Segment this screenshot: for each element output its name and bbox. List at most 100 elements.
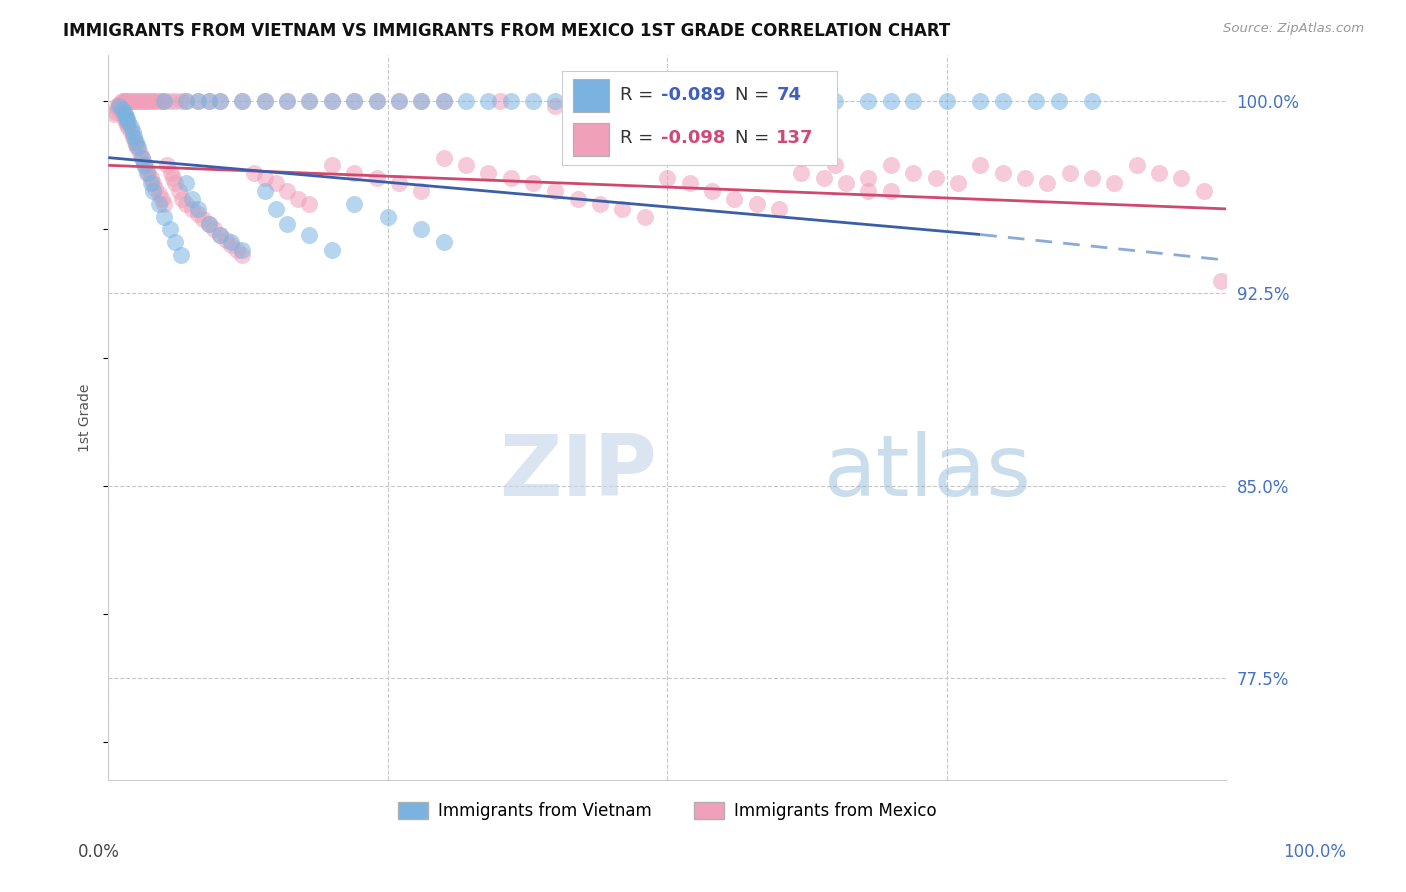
Point	[131, 151, 153, 165]
Point	[946, 176, 969, 190]
Point	[125, 137, 148, 152]
Point	[242, 166, 264, 180]
Text: 0.0%: 0.0%	[77, 843, 120, 861]
Point	[225, 243, 247, 257]
Point	[567, 192, 589, 206]
Point	[600, 95, 623, 109]
Point	[162, 171, 184, 186]
Point	[991, 166, 1014, 180]
Point	[634, 115, 657, 129]
Point	[433, 95, 456, 109]
Point	[366, 95, 388, 109]
Point	[477, 166, 499, 180]
Point	[131, 151, 153, 165]
Point	[132, 155, 155, 169]
Point	[253, 171, 276, 186]
Point	[433, 235, 456, 250]
Point	[117, 112, 139, 127]
Point	[1047, 95, 1070, 109]
Point	[321, 95, 343, 109]
Point	[231, 243, 253, 257]
Point	[231, 95, 253, 109]
Point	[120, 120, 142, 134]
Point	[176, 176, 198, 190]
Point	[127, 140, 149, 154]
Point	[156, 158, 179, 172]
Point	[143, 95, 166, 109]
Point	[880, 158, 903, 172]
Point	[143, 181, 166, 195]
Point	[142, 184, 165, 198]
Point	[824, 95, 846, 109]
Text: ZIP: ZIP	[499, 432, 657, 515]
Point	[700, 184, 723, 198]
Point	[110, 102, 132, 116]
Point	[935, 95, 957, 109]
Text: IMMIGRANTS FROM VIETNAM VS IMMIGRANTS FROM MEXICO 1ST GRADE CORRELATION CHART: IMMIGRANTS FROM VIETNAM VS IMMIGRANTS FR…	[63, 22, 950, 40]
Point	[1192, 184, 1215, 198]
Point	[723, 192, 745, 206]
Point	[991, 95, 1014, 109]
Point	[1036, 176, 1059, 190]
Point	[107, 102, 129, 116]
Point	[231, 248, 253, 262]
Point	[678, 176, 700, 190]
Text: atlas: atlas	[824, 432, 1032, 515]
Point	[366, 171, 388, 186]
Point	[159, 95, 181, 109]
Point	[835, 176, 858, 190]
Point	[343, 196, 366, 211]
Point	[135, 95, 157, 109]
Point	[111, 104, 134, 119]
Point	[969, 158, 991, 172]
Point	[231, 95, 253, 109]
Point	[139, 171, 162, 186]
Point	[880, 95, 903, 109]
Point	[343, 95, 366, 109]
Point	[125, 135, 148, 149]
Point	[253, 184, 276, 198]
Point	[711, 133, 734, 147]
Point	[790, 166, 813, 180]
Point	[187, 95, 209, 109]
Point	[901, 166, 924, 180]
Point	[253, 95, 276, 109]
Point	[198, 217, 221, 231]
Point	[170, 192, 193, 206]
Point	[1014, 171, 1036, 186]
Point	[219, 235, 242, 250]
Point	[298, 95, 321, 109]
Point	[138, 95, 160, 109]
Point	[108, 99, 131, 113]
Point	[112, 95, 135, 109]
Point	[122, 130, 145, 145]
Point	[115, 110, 138, 124]
Point	[124, 95, 146, 109]
Point	[858, 95, 880, 109]
Point	[433, 151, 456, 165]
Point	[1025, 95, 1047, 109]
Point	[111, 95, 134, 109]
Point	[377, 210, 399, 224]
Point	[165, 95, 187, 109]
Point	[768, 202, 790, 216]
Point	[117, 115, 139, 129]
Point	[880, 184, 903, 198]
Point	[117, 95, 139, 109]
Point	[117, 117, 139, 131]
Point	[117, 120, 139, 134]
Point	[121, 130, 143, 145]
Point	[657, 171, 679, 186]
Point	[790, 151, 813, 165]
Point	[198, 95, 221, 109]
Legend: Immigrants from Vietnam, Immigrants from Mexico: Immigrants from Vietnam, Immigrants from…	[391, 795, 943, 826]
Point	[657, 95, 679, 109]
Point	[264, 176, 287, 190]
Point	[343, 95, 366, 109]
Point	[148, 186, 170, 201]
Point	[176, 196, 198, 211]
Point	[187, 207, 209, 221]
Point	[204, 222, 226, 236]
Text: 100.0%: 100.0%	[1284, 843, 1346, 861]
FancyBboxPatch shape	[574, 123, 609, 156]
